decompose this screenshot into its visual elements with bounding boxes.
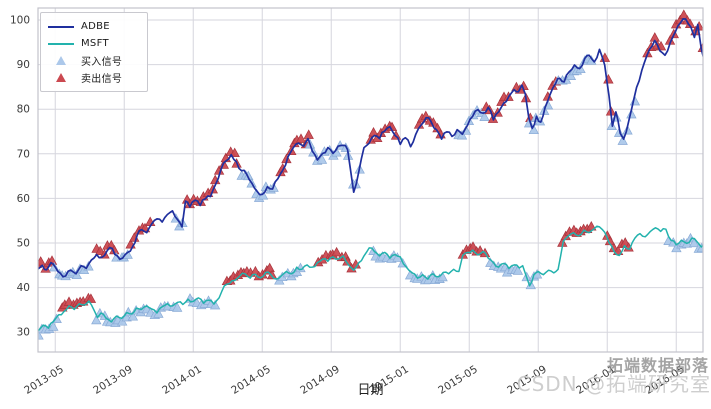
x-tick-label: 2015-09: [505, 363, 549, 396]
buy-signal-marker: [172, 302, 183, 312]
legend-item-msft: MSFT: [48, 35, 139, 52]
buy-signal-marker: [71, 269, 82, 280]
buy-signal-marker: [243, 170, 254, 181]
y-tick-label: 30: [17, 327, 30, 339]
x-tick-label: 2013-09: [91, 363, 135, 396]
x-tick-label: 2013-05: [22, 363, 66, 396]
buy-signal-marker: [696, 242, 703, 253]
sell-signal-marker: [277, 162, 288, 173]
buy-signal-marker: [479, 111, 490, 121]
y-tick-label: 60: [17, 193, 30, 205]
x-tick-label: 2014-01: [160, 363, 204, 396]
x-tick-label: 2016-05: [643, 363, 687, 396]
sell-signal-marker: [95, 245, 106, 256]
buy-signal-marker: [688, 237, 700, 248]
buy-signal-marker: [127, 311, 139, 321]
buy-signal-marker: [153, 308, 164, 318]
sell-signal-triangle-icon: [56, 73, 66, 82]
sell-signal-marker: [603, 73, 614, 84]
legend-label-adbe: ADBE: [81, 21, 110, 32]
buy-signal-marker: [209, 299, 221, 310]
buy-signal-marker: [316, 154, 328, 164]
sell-signal-marker: [295, 133, 307, 143]
y-tick-label: 40: [17, 282, 30, 294]
plot-border: [37, 7, 704, 353]
legend-item-buy: 买入信号: [48, 52, 139, 69]
y-tick-label: 100: [10, 15, 30, 27]
buy-signal-marker: [565, 70, 577, 80]
adbe-line-swatch-icon: [48, 25, 74, 28]
legend-item-adbe: ADBE: [48, 18, 139, 35]
buy-signal-marker: [528, 124, 539, 135]
msft-line-swatch-icon: [48, 42, 74, 45]
chart-legend[interactable]: ADBE MSFT 买入信号 卖出信号: [40, 12, 148, 92]
legend-label-sell-signal: 卖出信号: [81, 74, 123, 85]
sell-signal-marker: [331, 246, 342, 257]
x-tick-label: 2015-05: [436, 363, 480, 396]
sell-signal-marker: [264, 262, 275, 273]
buy-signal-triangle-icon: [56, 56, 66, 65]
sell-signal-marker: [303, 129, 314, 139]
buy-signal-marker: [437, 271, 448, 282]
y-tick-label: 70: [17, 148, 30, 160]
buy-signal-marker: [48, 321, 59, 331]
x-axis-title: 日期: [357, 383, 383, 398]
y-tick-label: 90: [17, 59, 30, 71]
legend-label-buy-signal: 买入信号: [81, 57, 123, 68]
x-tick-label: 2014-05: [229, 363, 273, 396]
buy-signal-marker: [512, 265, 524, 275]
x-tick-label: 2014-09: [298, 363, 342, 396]
legend-item-sell: 卖出信号: [48, 69, 139, 86]
sell-signal-marker: [266, 269, 278, 280]
msft-price-line: [38, 225, 703, 332]
buy-signal-marker: [91, 314, 102, 325]
x-tick-label: 2016-01: [574, 363, 618, 396]
buy-signal-marker: [94, 307, 106, 318]
legend-label-msft: MSFT: [81, 38, 109, 49]
y-tick-label: 80: [17, 104, 30, 116]
sell-signal-marker: [229, 147, 240, 158]
adbe-price-line: [38, 18, 703, 278]
y-tick-label: 50: [17, 238, 30, 250]
buy-signal-marker: [617, 135, 628, 145]
